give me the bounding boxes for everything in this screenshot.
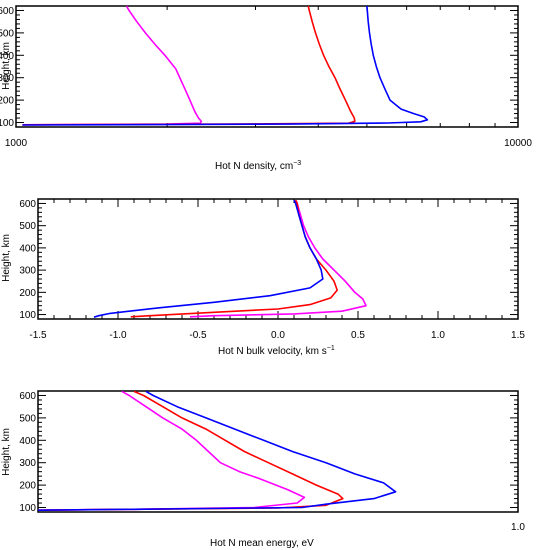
series-line [22, 5, 203, 126]
y-tick-label: 500 [0, 28, 14, 39]
y-tick-label: 100 [19, 503, 36, 514]
axis-ticks [15, 6, 519, 127]
x-tick-label: 1.0 [511, 522, 525, 533]
series-line [93, 199, 324, 318]
y-tick-label: 300 [19, 266, 36, 277]
y-tick-label: 600 [19, 391, 36, 402]
plot-frame [37, 198, 519, 320]
y-tick-label: 200 [0, 96, 14, 107]
x-tick-labels: 1.0 [511, 522, 525, 533]
x-axis-label-superscript: −3 [293, 160, 301, 167]
y-tick-label: 500 [19, 221, 36, 232]
x-tick-label: 0.5 [351, 330, 365, 341]
x-tick-label: -1.5 [29, 330, 47, 341]
series-line [189, 199, 367, 318]
x-tick-label: -1.0 [109, 330, 127, 341]
x-axis-label-text: Hot N density, cm [215, 161, 293, 172]
panel-velocity: 100 200 300 400 500 600 -1.5 -1.0 -0.5 0.0 0.5 1.0… [1, 198, 525, 357]
y-tick-label: 400 [19, 436, 36, 447]
y-tick-label: 400 [0, 51, 14, 62]
series-line [37, 390, 397, 511]
y-axis-label: Height, km [1, 234, 12, 282]
series-line [37, 390, 344, 511]
x-axis-label: Hot N mean energy, eV [210, 538, 314, 549]
series-group [93, 199, 367, 318]
plot-frame [15, 5, 519, 128]
series-group [37, 390, 397, 511]
x-axis-label: Hot N bulk velocity, km s−1 [218, 345, 335, 357]
x-tick-labels: -1.5 -1.0 -0.5 0.0 0.5 1.0 1.5 [29, 330, 525, 341]
y-axis-label: Height, km [1, 428, 12, 476]
x-tick-labels: 1000 10000 [5, 138, 532, 149]
x-tick-label: 0.0 [271, 330, 285, 341]
y-tick-label: 100 [0, 118, 14, 129]
x-tick-label: 1000 [5, 138, 28, 149]
y-tick-labels: 100 200 300 400 500 600 [19, 391, 36, 514]
x-tick-label: 10000 [504, 138, 532, 149]
y-tick-label: 200 [19, 481, 36, 492]
series-line [22, 5, 429, 126]
y-tick-label: 200 [19, 288, 36, 299]
x-tick-label: 1.0 [431, 330, 445, 341]
panel-energy: 100 200 300 400 500 600 1.0 Height, km Hot N … [1, 390, 525, 549]
y-axis-label: Height, km [1, 42, 12, 90]
plot-frame [37, 390, 519, 513]
series-line [37, 390, 306, 511]
x-tick-label: 1.5 [511, 330, 525, 341]
y-tick-label: 300 [19, 458, 36, 469]
y-tick-label: 500 [19, 413, 36, 424]
y-tick-label: 600 [0, 6, 14, 17]
y-tick-labels: 100 200 300 400 500 600 [19, 199, 36, 321]
x-axis-label-superscript: −1 [327, 345, 335, 352]
x-tick-label: -0.5 [189, 330, 207, 341]
y-tick-label: 100 [19, 310, 36, 321]
axis-ticks [38, 391, 519, 512]
series-line [22, 5, 356, 126]
x-axis-label-text: Hot N mean energy, eV [210, 538, 314, 549]
y-tick-label: 400 [19, 243, 36, 254]
y-tick-labels: 100 200 300 400 500 600 [0, 6, 14, 129]
series-group [22, 5, 429, 126]
x-axis-label-text: Hot N bulk velocity, km s [218, 346, 327, 357]
y-tick-label: 600 [19, 199, 36, 210]
axis-ticks [37, 199, 519, 319]
x-axis-label: Hot N density, cm−3 [215, 160, 301, 172]
y-tick-label: 300 [0, 73, 14, 84]
